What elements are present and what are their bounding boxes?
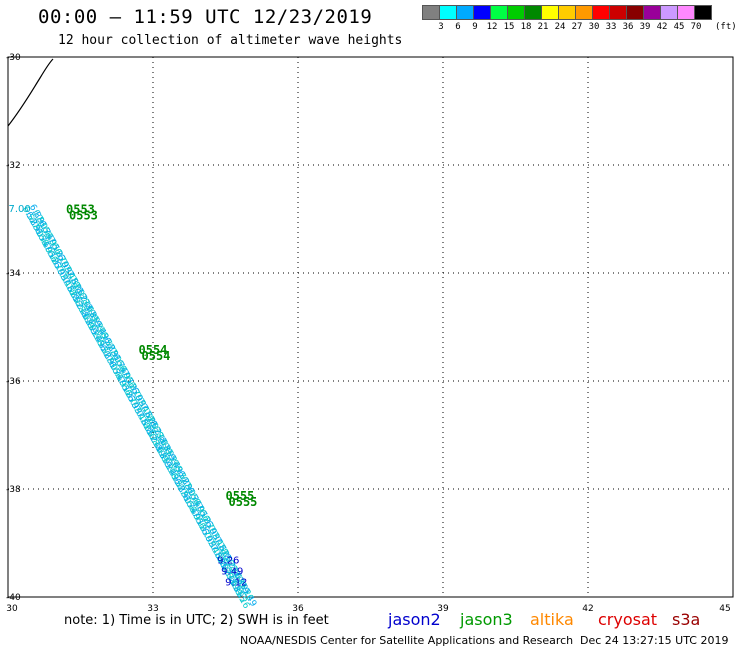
color-scale-label: 30 <box>588 22 600 32</box>
x-tick-label: 42 <box>582 604 593 614</box>
x-tick-label: 45 <box>719 604 730 614</box>
color-scale-label: 21 <box>537 22 549 32</box>
color-scale-label: 45 <box>673 22 685 32</box>
footer-note: note: 1) Time is in UTC; 2) SWH is in fe… <box>64 613 329 628</box>
track-value-high: 9.49 <box>221 567 243 578</box>
color-scale-label: 70 <box>690 22 702 32</box>
color-scale-label: 42 <box>656 22 668 32</box>
y-tick-label: -38 <box>6 485 21 495</box>
color-scale-label: 9 <box>472 22 478 32</box>
track-start-value: 7.00 <box>9 204 31 215</box>
map-frame <box>7 56 734 598</box>
legend-item-altika: altika <box>530 610 574 629</box>
time-label: 0555 <box>229 495 258 509</box>
x-tick-label: 30 <box>6 604 18 614</box>
color-scale-bar <box>422 5 712 20</box>
x-tick-label: 36 <box>292 604 304 614</box>
color-scale-label: 18 <box>520 22 532 32</box>
y-tick-label: -34 <box>6 269 21 279</box>
color-scale-label: 36 <box>622 22 634 32</box>
legend-item-s3a: s3a <box>672 610 701 629</box>
color-scale-label: 27 <box>571 22 583 32</box>
time-label: 0553 <box>66 203 95 217</box>
coastline <box>7 58 54 127</box>
color-scale-label: 39 <box>639 22 651 32</box>
color-scale-label: 33 <box>605 22 617 32</box>
color-scale-label: 24 <box>554 22 566 32</box>
time-label: 0553 <box>69 209 98 223</box>
color-scale-label: 3 <box>438 22 444 32</box>
y-tick-label: -30 <box>6 53 21 63</box>
time-label: 0555 <box>226 489 255 503</box>
y-tick-label: -32 <box>6 161 21 171</box>
legend-item-jason2: jason2 <box>388 610 441 629</box>
color-scale-label: 15 <box>503 22 515 32</box>
footer-timestamp: Dec 24 13:27:15 UTC 2019 <box>580 634 729 647</box>
track-value-high: 9.26 <box>217 556 239 567</box>
time-label: 0554 <box>139 343 168 357</box>
color-scale-label: 12 <box>486 22 498 32</box>
color-scale-unit: (ft) <box>715 22 737 32</box>
x-tick-label: 33 <box>147 604 158 614</box>
color-scale-label: 6 <box>455 22 461 32</box>
y-tick-label: -36 <box>6 377 21 387</box>
footer-credit: NOAA/NESDIS Center for Satellite Applica… <box>240 634 574 647</box>
chart-title: 00:00 – 11:59 UTC 12/23/2019 <box>38 6 373 28</box>
color-swatch <box>694 5 712 20</box>
legend-item-cryosat: cryosat <box>598 610 658 629</box>
legend-item-jason3: jason3 <box>460 610 513 629</box>
track-value-high: 9.12 <box>225 578 247 589</box>
x-tick-label: 39 <box>437 604 449 614</box>
time-label: 0554 <box>142 349 171 363</box>
chart-subtitle: 12 hour collection of altimeter wave hei… <box>58 33 403 48</box>
y-tick-label: -40 <box>6 593 21 603</box>
